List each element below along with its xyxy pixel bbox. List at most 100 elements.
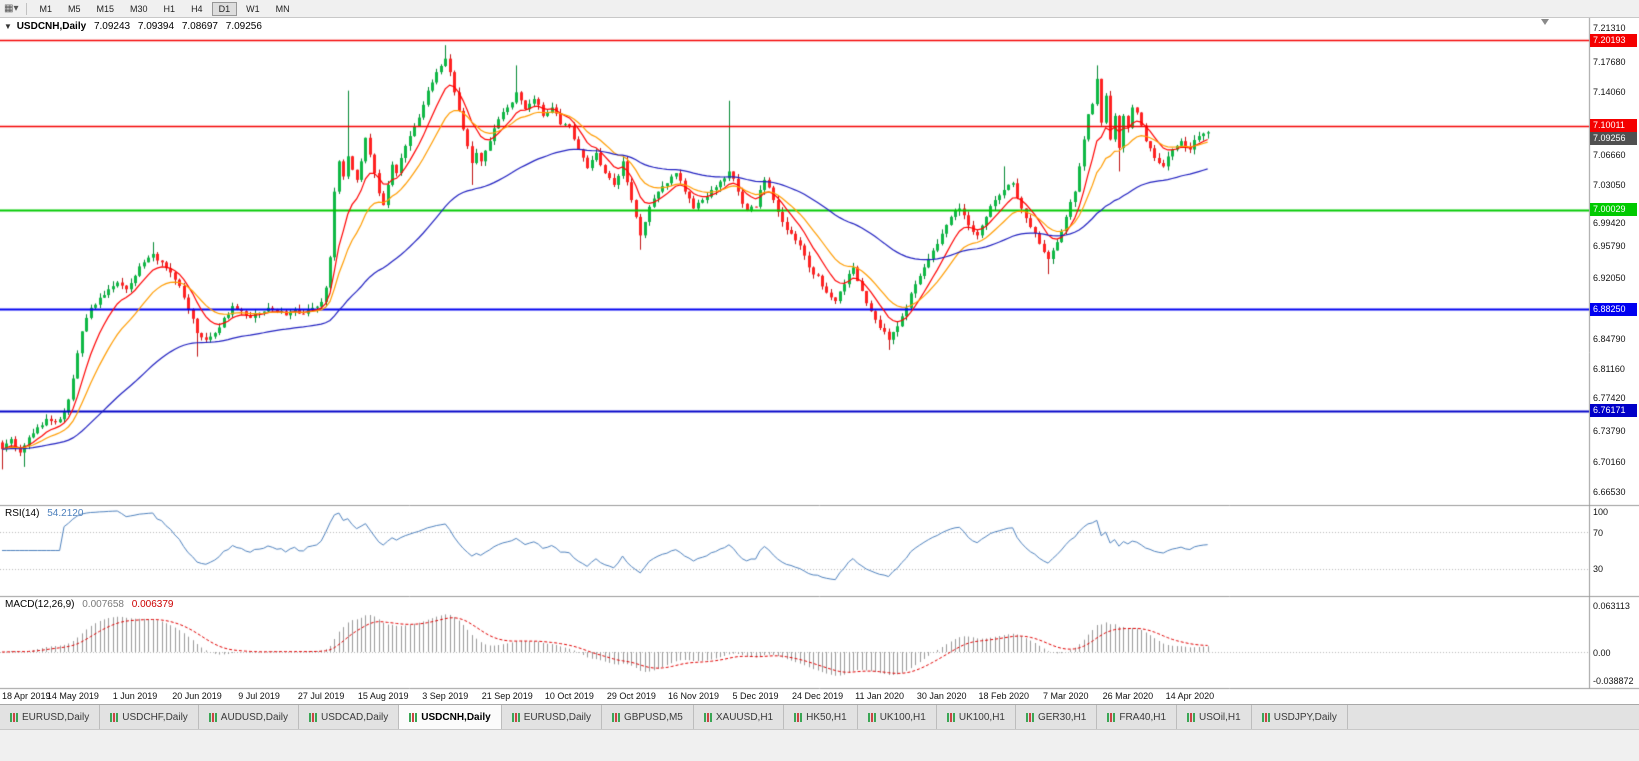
tab-label: USDCNH,Daily [421,712,491,723]
tab-eurusd-daily[interactable]: EURUSD,Daily [0,705,101,730]
tab-usdcad-daily[interactable]: USDCAD,Daily [299,705,400,730]
date-axis-label: 27 Jul 2019 [297,691,345,701]
tab-label: AUDUSD,Daily [220,712,289,723]
tab-label: GBPUSD,M5 [623,712,683,723]
date-axis-label: 15 Aug 2019 [357,691,409,701]
date-axis-label: 21 Sep 2019 [481,691,533,701]
tab-chart-icon [1187,713,1196,722]
chart-menu-icon[interactable]: ▦▾ [0,1,22,17]
tab-label: XAUUSD,H1 [715,712,774,723]
tab-label: UK100,H1 [958,712,1005,723]
date-axis-label: 14 Apr 2020 [1165,691,1215,701]
tab-gbpusd-m5[interactable]: GBPUSD,M5 [602,705,694,730]
price-axis-tick: 6.92050 [1593,272,1626,283]
price-line-badge: 7.10011 [1590,119,1637,133]
rsi-axis-label: 70 [1593,527,1604,538]
timeframe-button-m5[interactable]: M5 [68,3,81,14]
date-axis-label: 29 Oct 2019 [606,691,656,701]
date-axis-label: 20 Jun 2019 [172,691,222,701]
collapse-chart-icon[interactable]: ▼ [4,22,12,31]
date-axis-label: 26 Mar 2020 [1102,691,1154,701]
timeframe-button-mn[interactable]: MN [275,3,290,14]
timeframe-button-w1[interactable]: W1 [246,3,260,14]
tab-usdchf-daily[interactable]: USDCHF,Daily [100,705,199,730]
chart-grid-icon: ▦ [4,2,14,14]
macd-main-value: 0.007658 [82,599,124,610]
price-line-badge: 6.76171 [1590,404,1637,418]
tab-label: UK100,H1 [879,712,926,723]
price-axis-tick: 6.99420 [1593,218,1626,229]
tab-label: USDJPY,Daily [1273,712,1337,723]
price-axis-tick: 6.95790 [1593,241,1626,252]
timeframe-buttons: M1 M5 M15 M30 H1 H4 D1 W1 MN [31,1,297,16]
tab-usdjpy-daily[interactable]: USDJPY,Daily [1252,705,1348,730]
tab-ger30-h1[interactable]: GER30,H1 [1016,705,1098,730]
tab-chart-icon [208,713,217,722]
timeframe-button-m1[interactable]: M1 [39,3,52,14]
date-axis-label: 3 Sep 2019 [422,691,469,701]
chart-symbol-label: USDCNH,Daily [16,21,87,32]
ohlc-open-value: 7.09243 [93,21,131,32]
tab-label: EURUSD,Daily [22,712,90,723]
toolbar-separator [26,2,28,15]
status-bar [0,729,1639,761]
timeframe-button-h1[interactable]: H1 [163,3,176,14]
date-axis-label: 16 Nov 2019 [667,691,719,701]
price-axis-tick: 7.03050 [1593,179,1626,190]
price-axis-tick: 6.77420 [1593,393,1626,404]
ohlc-close-value: 7.09256 [225,21,262,32]
tab-chart-icon [10,713,18,722]
timeframe-button-m15[interactable]: M15 [96,3,115,14]
tab-chart-icon [611,713,620,722]
tab-label: USDCHF,Daily [122,712,188,723]
macd-signal-value: 0.006379 [131,599,174,610]
tab-hk50-h1[interactable]: HK50,H1 [784,705,858,730]
rsi-axis-label: 30 [1593,564,1604,575]
chart-tab-bar: EURUSD,Daily USDCHF,Daily AUDUSD,Daily USDC… [0,704,1639,730]
price-axis-tick: 6.70160 [1593,456,1626,467]
tab-chart-icon [1025,713,1034,722]
price-axis-tick: 7.06660 [1593,149,1626,160]
date-axis-label: 18 Feb 2020 [978,691,1029,701]
ohlc-low-value: 7.08697 [181,21,218,32]
date-axis-label: 9 Jul 2019 [238,691,280,701]
price-axis-tick: 6.84790 [1593,333,1626,344]
price-axis-tick: 7.17680 [1593,56,1626,67]
tab-usoil-h1[interactable]: USOil,H1 [1177,705,1252,730]
rsi-axis-label: 100 [1593,507,1609,517]
tab-eurusd-daily[interactable]: EURUSD,Daily [502,705,602,730]
tab-audusd-daily[interactable]: AUDUSD,Daily [199,705,300,730]
timeframe-button-d1[interactable]: D1 [211,1,238,16]
tab-label: USOil,H1 [1199,712,1241,723]
tab-label: USDCAD,Daily [321,712,389,723]
date-axis-label: 18 Apr 2019 [2,691,51,701]
tab-fra40-h1[interactable]: FRA40,H1 [1097,705,1178,730]
tab-label: EURUSD,Daily [523,712,591,723]
tab-xauusd-h1[interactable]: XAUUSD,H1 [694,705,785,730]
tab-chart-icon [794,713,803,722]
current-price-badge: 7.09256 [1590,132,1637,146]
tab-uk100-h1[interactable]: UK100,H1 [937,705,1016,730]
timeframe-toolbar: ▦▾ M1 M5 M15 M30 H1 H4 D1 W1 MN [0,0,1639,18]
tab-uk100-h1[interactable]: UK100,H1 [858,705,937,730]
price-axis-tick: 6.73790 [1593,426,1626,437]
timeframe-button-m30[interactable]: M30 [130,3,148,14]
date-axis-label: 5 Dec 2019 [732,691,779,701]
rsi-panel-label: RSI(14) 54.2120 [5,508,83,519]
timeframe-button-h4[interactable]: H4 [191,3,203,14]
tab-label: GER30,H1 [1037,712,1087,723]
ohlc-high-value: 7.09394 [137,21,175,32]
date-axis-label: 11 Jan 2020 [855,691,905,701]
price-line-badge: 7.00029 [1590,203,1637,217]
macd-panel-label: MACD(12,26,9) 0.007658 0.006379 [5,599,173,610]
price-line-badge: 7.20193 [1590,33,1637,47]
chart-title: ▼ USDCNH,Daily 7.09243 7.09394 7.08697 7… [4,21,262,32]
date-axis-label: 1 Jun 2019 [112,691,158,701]
tab-chart-icon [703,713,712,722]
price-axis-tick: 6.66530 [1593,487,1626,498]
tab-usdcnh-daily[interactable]: USDCNH,Daily [399,705,502,730]
chevron-down-icon: ▾ [13,2,19,14]
macd-axis-label: 0.063113 [1593,601,1630,612]
date-axis-label: 10 Oct 2019 [544,691,594,701]
